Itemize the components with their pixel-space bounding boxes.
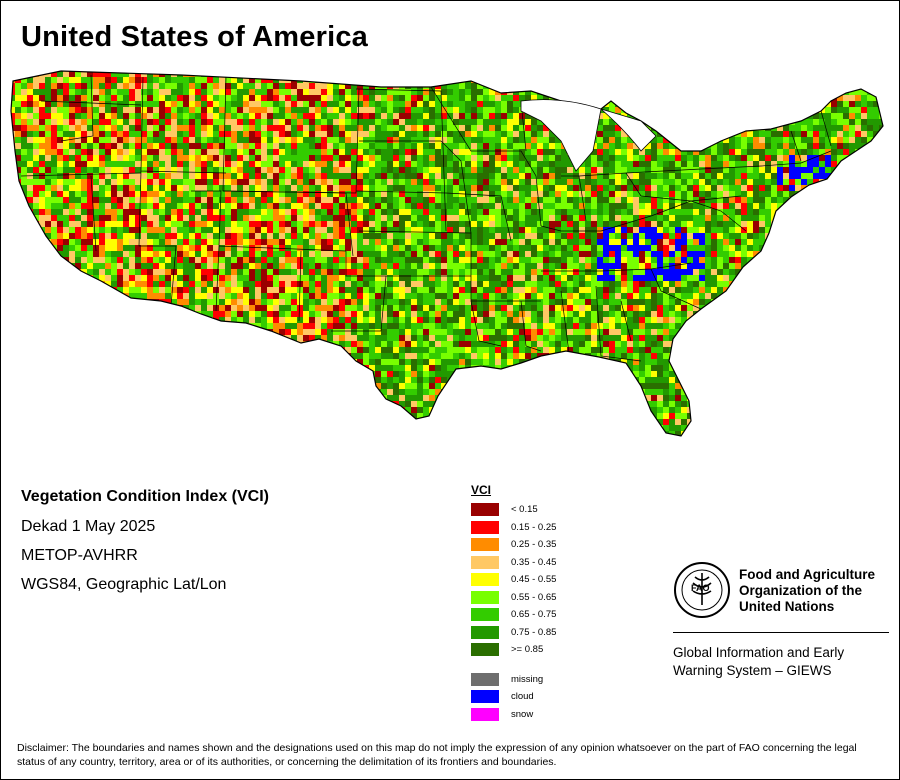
- fao-logo-icon: FAO: [674, 562, 730, 618]
- disclaimer-text: Disclaimer: The boundaries and names sho…: [17, 742, 857, 768]
- legend-class-label: < 0.15: [511, 504, 538, 516]
- legend-class-label: 0.15 - 0.25: [511, 521, 557, 533]
- legend-class-swatch: [471, 643, 499, 657]
- legend-extra-swatch: [471, 707, 499, 721]
- legend-extra-label: cloud: [511, 691, 534, 703]
- sensor-label: METOP-AVHRR: [21, 547, 138, 564]
- legend-extra-swatch: [471, 690, 499, 704]
- legend-classes: < 0.15 0.15 - 0.25 0.25 - 0.35 0.35 - 0.45 0…: [471, 501, 556, 659]
- legend-title: VCI: [471, 483, 492, 497]
- legend-class-swatch: [471, 608, 499, 622]
- legend-extra-label: snow: [511, 708, 534, 720]
- state-boundaries: [20, 74, 832, 362]
- org-divider: [673, 632, 889, 633]
- legend-class-swatch: [471, 590, 499, 604]
- legend-class-swatch: [471, 520, 499, 534]
- lake-huron: [600, 108, 657, 152]
- legend-class-row: 0.15 - 0.25: [471, 519, 556, 537]
- legend-class-row: 0.75 - 0.85: [471, 624, 556, 642]
- org-name: Food and Agriculture Organization of the…: [739, 567, 875, 614]
- projection-label: WGS84, Geographic Lat/Lon: [21, 576, 227, 593]
- legend-class-row: 0.35 - 0.45: [471, 554, 556, 572]
- vci-legend: VCI < 0.15 0.15 - 0.25 0.25 - 0.35 0.35 - 0…: [471, 483, 556, 723]
- vci-raster: [11, 71, 883, 436]
- legend-class-swatch: [471, 503, 499, 517]
- legend-class-label: 0.35 - 0.45: [511, 556, 557, 568]
- legend-class-label: 0.65 - 0.75: [511, 609, 557, 621]
- legend-class-label: 0.55 - 0.65: [511, 591, 557, 603]
- legend-class-swatch: [471, 555, 499, 569]
- legend-class-row: 0.55 - 0.65: [471, 589, 556, 607]
- legend-class-row: 0.25 - 0.35: [471, 536, 556, 554]
- legend-class-swatch: [471, 538, 499, 552]
- legend-class-label: 0.45 - 0.55: [511, 574, 557, 586]
- legend-class-row: >= 0.85: [471, 641, 556, 659]
- legend-class-row: 0.65 - 0.75: [471, 606, 556, 624]
- legend-class-swatch: [471, 573, 499, 587]
- legend-extra-row: cloud: [471, 688, 556, 706]
- index-title: Vegetation Condition Index (VCI): [21, 488, 269, 505]
- legend-class-label: 0.25 - 0.35: [511, 539, 557, 551]
- great-lakes: [520, 99, 602, 172]
- legend-class-row: 0.45 - 0.55: [471, 571, 556, 589]
- vci-map: [10, 70, 884, 437]
- legend-class-label: >= 0.85: [511, 644, 544, 656]
- giews-label: Global Information and Early Warning Sys…: [673, 645, 845, 678]
- legend-extra-row: missing: [471, 671, 556, 689]
- legend-extra-label: missing: [511, 673, 544, 685]
- legend-class-row: < 0.15: [471, 501, 556, 519]
- dekad-label: Dekad 1 May 2025: [21, 518, 156, 535]
- legend-extra: missing cloud snow: [471, 671, 556, 724]
- map-title: United States of America: [21, 21, 368, 53]
- map-info: Vegetation Condition Index (VCI) Dekad 1…: [21, 488, 269, 605]
- legend-class-swatch: [471, 625, 499, 639]
- legend-extra-swatch: [471, 672, 499, 686]
- legend-class-label: 0.75 - 0.85: [511, 626, 557, 638]
- legend-extra-row: snow: [471, 706, 556, 724]
